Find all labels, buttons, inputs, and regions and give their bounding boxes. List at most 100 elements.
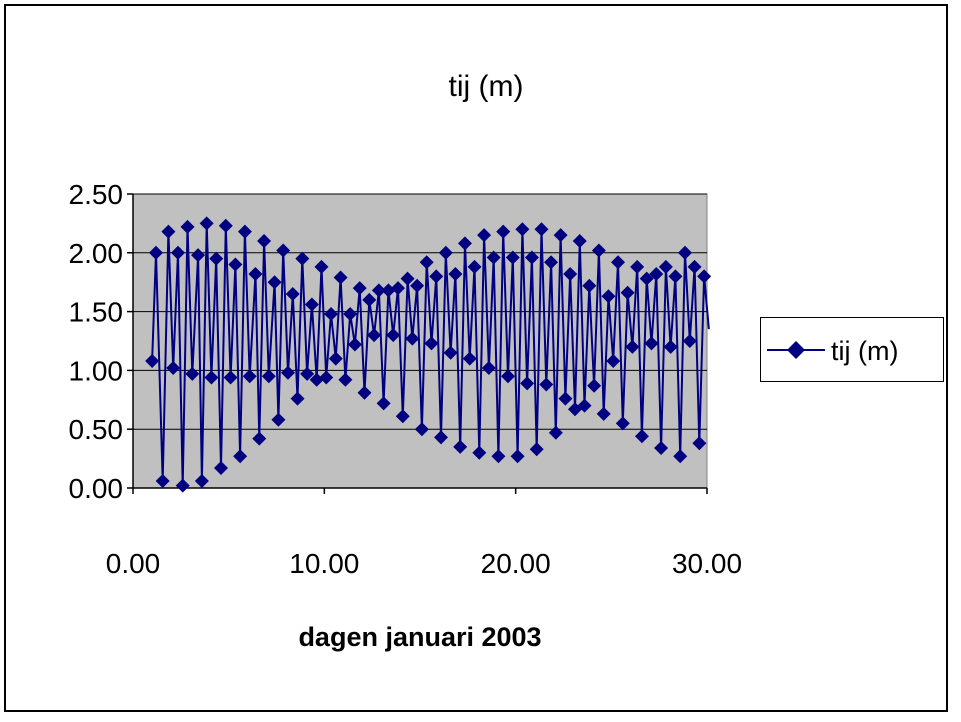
- data-point-marker: [673, 449, 688, 464]
- data-point-marker: [558, 391, 573, 406]
- axes: [132, 194, 707, 489]
- data-point-marker: [515, 222, 530, 237]
- data-point-marker: [563, 266, 578, 281]
- data-point-marker: [376, 396, 391, 411]
- data-point-marker: [328, 351, 343, 366]
- data-point-marker: [448, 266, 463, 281]
- data-point-marker: [180, 219, 195, 234]
- data-point-marker: [223, 370, 238, 385]
- data-point-marker: [405, 331, 420, 346]
- data-point-marker: [324, 306, 339, 321]
- y-tick-label: 0.50: [69, 414, 124, 445]
- data-point-marker: [620, 285, 635, 300]
- data-point-marker: [496, 224, 511, 239]
- y-tick-label: 2.50: [69, 179, 124, 210]
- data-point-marker: [429, 269, 444, 284]
- data-point-marker: [300, 366, 315, 381]
- data-point-marker: [148, 245, 163, 260]
- data-point-marker: [692, 436, 707, 451]
- data-point-marker: [237, 224, 252, 239]
- data-point-marker: [267, 275, 282, 290]
- series-markers-tij: [145, 216, 712, 493]
- x-axis-ticks: 0.00 10.00 20.00 30.00: [106, 488, 742, 579]
- data-point-marker: [257, 234, 272, 249]
- data-point-marker: [625, 339, 640, 354]
- data-point-marker: [170, 245, 185, 260]
- x-tick-label: 0.00: [106, 548, 161, 579]
- data-point-marker: [615, 416, 630, 431]
- data-point-marker: [410, 278, 425, 293]
- data-point-marker: [553, 228, 568, 243]
- data-point-marker: [390, 281, 405, 296]
- data-point-marker: [248, 266, 263, 281]
- data-point-marker: [218, 218, 233, 233]
- chart-svg: tij (m) 0.00 0.50 1.00 1.50 2.00 2.50 0.00 10.…: [69, 70, 743, 652]
- data-point-marker: [677, 245, 692, 260]
- data-point-marker: [386, 328, 401, 343]
- data-point-marker: [304, 297, 319, 312]
- data-point-marker: [161, 224, 176, 239]
- chart-title: tij (m): [449, 70, 524, 103]
- data-point-marker: [400, 271, 415, 286]
- data-point-marker: [596, 406, 611, 421]
- legend-diamond-icon: [787, 341, 805, 359]
- data-point-marker: [524, 250, 539, 265]
- data-point-marker: [658, 259, 673, 274]
- data-point-marker: [668, 269, 683, 284]
- data-point-marker: [155, 473, 170, 488]
- data-point-marker: [443, 345, 458, 360]
- data-point-marker: [343, 306, 358, 321]
- data-point-marker: [682, 334, 697, 348]
- data-point-marker: [548, 425, 563, 440]
- data-point-marker: [145, 353, 160, 368]
- data-point-marker: [649, 266, 664, 281]
- data-point-marker: [261, 369, 276, 384]
- x-tick-label: 10.00: [289, 548, 359, 579]
- x-tick-label: 20.00: [481, 548, 551, 579]
- data-point-marker: [539, 377, 554, 392]
- data-point-marker: [285, 286, 300, 301]
- data-point-marker: [166, 361, 181, 376]
- data-point-marker: [491, 449, 506, 464]
- data-point-marker: [175, 478, 190, 493]
- data-point-marker: [242, 369, 257, 384]
- data-point-marker: [601, 289, 616, 304]
- data-point-marker: [191, 248, 206, 263]
- data-point-marker: [611, 255, 626, 270]
- data-point-marker: [634, 429, 649, 444]
- data-point-marker: [438, 245, 453, 260]
- y-tick-label: 2.00: [69, 238, 124, 269]
- y-tick-label: 1.50: [69, 297, 124, 328]
- data-point-marker: [472, 445, 487, 460]
- data-point-marker: [233, 449, 248, 464]
- data-point-marker: [362, 292, 377, 307]
- data-point-marker: [314, 259, 329, 274]
- y-tick-label: 1.00: [69, 355, 124, 386]
- data-point-marker: [419, 255, 434, 270]
- data-point-marker: [381, 283, 396, 298]
- data-point-marker: [214, 461, 229, 476]
- data-point-marker: [395, 409, 410, 424]
- data-point-marker: [228, 257, 243, 272]
- data-point-marker: [477, 228, 492, 243]
- data-point-marker: [510, 449, 525, 464]
- data-point-marker: [271, 412, 286, 427]
- data-point-marker: [591, 243, 606, 258]
- data-point-marker: [501, 369, 516, 384]
- data-point-marker: [319, 370, 334, 385]
- data-point-marker: [185, 366, 200, 381]
- data-point-marker: [462, 351, 477, 366]
- data-point-marker: [276, 243, 291, 258]
- data-point-marker: [644, 336, 659, 351]
- data-point-marker: [587, 378, 602, 393]
- data-point-marker: [424, 336, 439, 351]
- data-point-marker: [453, 439, 468, 454]
- data-point-marker: [194, 473, 209, 488]
- legend: tij (m): [760, 317, 944, 382]
- y-axis-ticks: 0.00 0.50 1.00 1.50 2.00 2.50: [69, 179, 133, 504]
- data-point-marker: [434, 430, 449, 445]
- data-point-marker: [352, 281, 367, 296]
- data-point-marker: [534, 222, 549, 237]
- data-point-marker: [338, 372, 353, 387]
- data-point-marker: [309, 372, 324, 387]
